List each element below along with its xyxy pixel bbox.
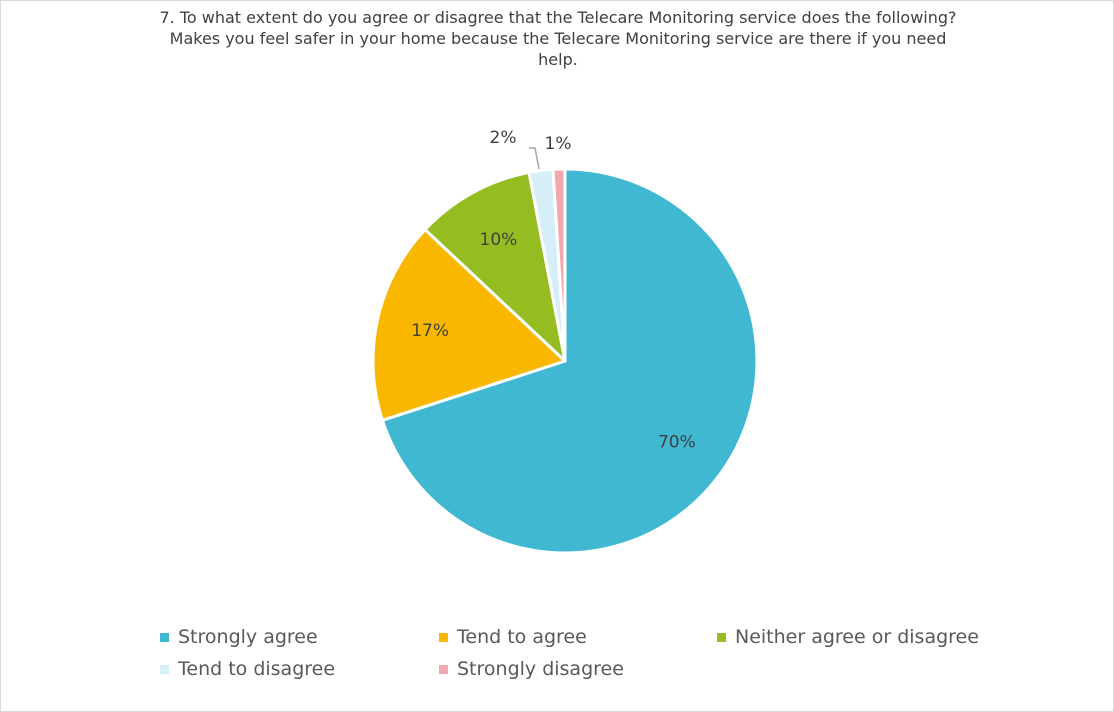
title-line-3: help.: [538, 50, 578, 69]
legend-item-tend-to-disagree: Tend to disagree: [160, 658, 335, 680]
legend-swatch: [160, 664, 169, 674]
leader-line-tend-to-disagree: [529, 147, 540, 170]
data-label-tend-to-agree: 17%: [411, 321, 449, 341]
data-label-strongly-disagree: 1%: [545, 134, 572, 154]
legend-label: Strongly disagree: [457, 658, 624, 680]
chart-title: 7. To what extent do you agree or disagr…: [141, 7, 975, 70]
legend-item-strongly-agree: Strongly agree: [160, 626, 318, 648]
pie-slice-tend-to-agree: [371, 228, 567, 422]
legend-label: Neither agree or disagree: [735, 626, 979, 648]
legend-item-strongly-disagree: Strongly disagree: [439, 658, 624, 680]
legend-swatch: [439, 632, 448, 642]
pie-slice-strongly-disagree: [551, 167, 567, 363]
pie-slice-neither-agree-or-disagree: [423, 170, 567, 363]
data-label-strongly-agree: 70%: [658, 432, 696, 452]
legend-swatch: [717, 632, 726, 642]
legend-swatch: [439, 664, 448, 674]
legend-label: Tend to agree: [457, 626, 587, 648]
title-line-1: 7. To what extent do you agree or disagr…: [159, 8, 957, 27]
data-label-tend-to-disagree: 2%: [490, 128, 517, 148]
pie-slice-strongly-agree: [380, 167, 759, 555]
data-label-neither-agree-or-disagree: 10%: [480, 230, 518, 250]
title-line-2: Makes you feel safer in your home becaus…: [169, 29, 947, 48]
legend-item-tend-to-agree: Tend to agree: [439, 626, 587, 648]
legend-item-neither-agree-or-disagree: Neither agree or disagree: [717, 626, 979, 648]
legend-label: Strongly agree: [178, 626, 318, 648]
legend-swatch: [160, 632, 169, 642]
legend-label: Tend to disagree: [178, 658, 336, 680]
